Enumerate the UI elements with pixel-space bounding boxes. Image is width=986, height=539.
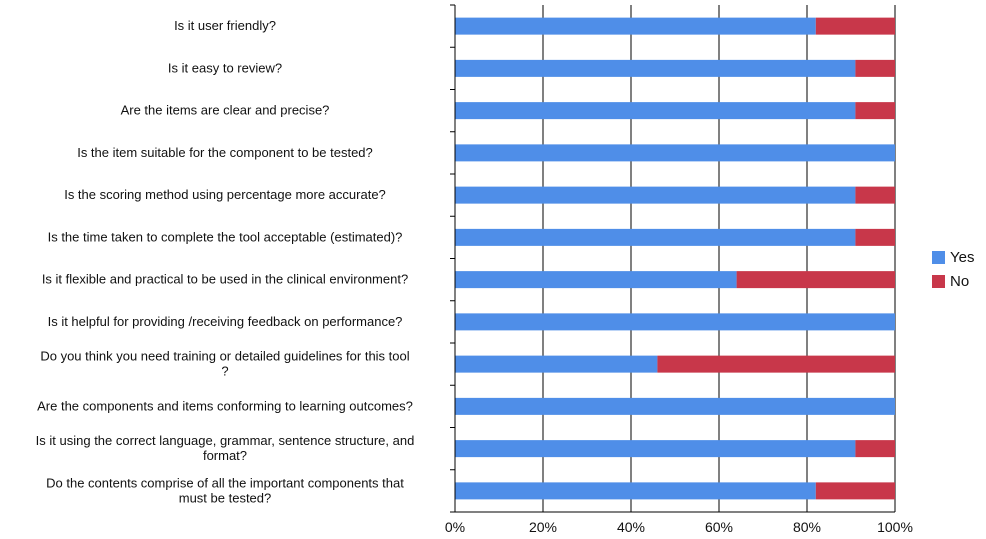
bars: [455, 17, 895, 500]
category-label: Is it user friendly?: [174, 18, 276, 33]
bar-no: [657, 355, 895, 373]
category-label: Is the item suitable for the component t…: [77, 145, 373, 160]
category-label: Do you think you need training or detail…: [40, 349, 409, 364]
axes: [450, 4, 895, 513]
bar-no: [815, 17, 895, 35]
category-label: ?: [221, 364, 228, 379]
category-label: Is it helpful for providing /receiving f…: [48, 314, 403, 329]
category-label: Is the time taken to complete the tool a…: [48, 229, 403, 244]
bar-yes: [455, 440, 856, 458]
category-label: must be tested?: [179, 490, 272, 505]
category-label: format?: [203, 448, 247, 463]
bar-no: [855, 440, 895, 458]
x-tick-label: 100%: [877, 519, 913, 535]
bar-yes: [455, 59, 856, 77]
bar-yes: [455, 397, 895, 415]
bar-yes: [455, 144, 895, 162]
bar-no: [815, 482, 895, 500]
category-label: Are the components and items conforming …: [37, 398, 413, 413]
bar-yes: [455, 17, 816, 35]
bar-yes: [455, 313, 895, 331]
bar-yes: [455, 102, 856, 120]
category-label: Is it flexible and practical to be used …: [42, 272, 408, 287]
bar-no: [855, 228, 895, 246]
x-tick-label: 80%: [793, 519, 821, 535]
legend-swatch-yes: [932, 251, 945, 264]
x-tick-label: 20%: [529, 519, 557, 535]
category-labels: Is it user friendly? Is it easy to review…: [36, 18, 415, 505]
bar-yes: [455, 186, 856, 204]
bar-no: [855, 186, 895, 204]
category-label: Is the scoring method using percentage m…: [64, 187, 386, 202]
bar-no: [855, 59, 895, 77]
bar-no: [736, 271, 895, 289]
bar-yes: [455, 482, 816, 500]
x-tick-label: 0%: [445, 519, 465, 535]
bar-yes: [455, 271, 737, 289]
x-tick-labels: 0% 20% 40% 60% 80% 100%: [445, 519, 913, 535]
bar-yes: [455, 228, 856, 246]
category-label: Is it using the correct language, gramma…: [36, 433, 415, 448]
bar-no: [855, 102, 895, 120]
bar-yes: [455, 355, 658, 373]
grid-lines: [542, 5, 896, 512]
x-tick-label: 40%: [617, 519, 645, 535]
category-label: Are the items are clear and precise?: [121, 103, 330, 118]
category-label: Is it easy to review?: [168, 60, 282, 75]
legend-swatch-no: [932, 275, 945, 288]
legend-label-yes: Yes: [950, 249, 974, 266]
legend-label-no: No: [950, 273, 969, 290]
legend: Yes No: [932, 249, 974, 290]
x-tick-label: 60%: [705, 519, 733, 535]
category-label: Do the contents comprise of all the impo…: [46, 475, 404, 490]
